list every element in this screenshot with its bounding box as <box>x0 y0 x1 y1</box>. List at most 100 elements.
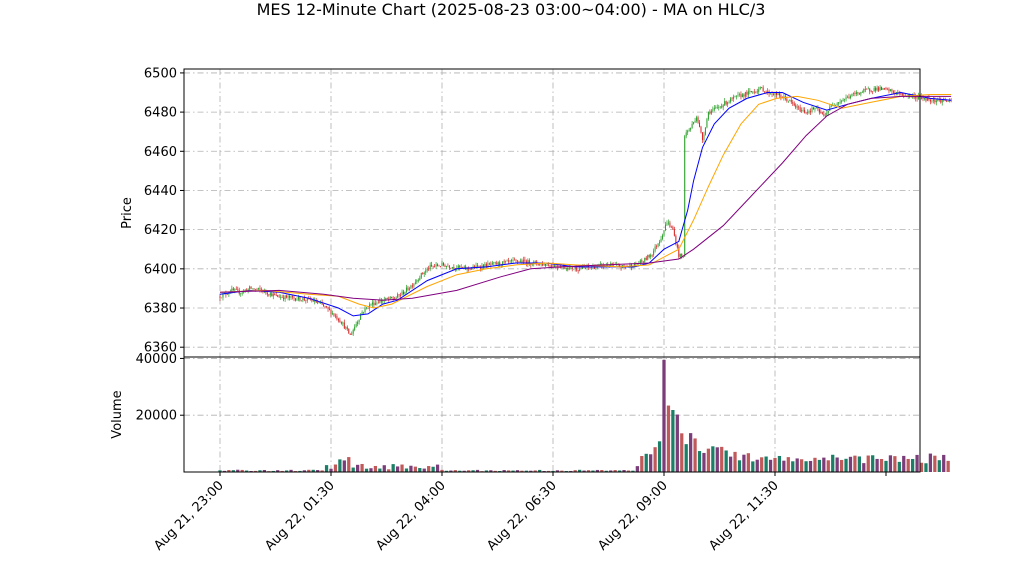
candle-body <box>294 298 296 301</box>
candle-body <box>349 333 351 335</box>
candle-body <box>346 327 348 329</box>
volume-bar <box>613 470 617 472</box>
x-tick-label: Aug 22, 01:30 <box>262 478 338 554</box>
candle-body <box>808 111 810 113</box>
volume-bar <box>600 470 604 472</box>
volume-bar <box>911 458 915 472</box>
volume-bar <box>813 457 817 472</box>
volume-bar <box>897 461 901 472</box>
candle-body <box>882 87 884 90</box>
candle-body <box>445 265 447 267</box>
candle-body <box>355 324 357 327</box>
volume-bar <box>484 470 489 472</box>
candle-body <box>673 229 675 236</box>
candle-body <box>730 98 732 102</box>
volume-bar <box>289 469 293 472</box>
candle-body <box>514 259 516 261</box>
volume-bar <box>400 464 404 472</box>
volume-bar <box>382 465 386 472</box>
candle-body <box>249 286 251 289</box>
volume-bar <box>506 470 511 472</box>
candle-body <box>710 110 712 114</box>
volume-bar <box>702 452 706 472</box>
volume-bar <box>746 453 750 472</box>
volume-bar <box>422 468 426 472</box>
candle-body <box>796 106 798 108</box>
candle-body <box>844 99 846 100</box>
candle-body <box>916 96 918 99</box>
candle-body <box>457 265 459 269</box>
candle-body <box>941 99 943 103</box>
candle-body <box>666 223 668 225</box>
candle-body <box>342 322 344 324</box>
candle-body <box>548 264 550 266</box>
candle-body <box>929 99 931 102</box>
candle-body <box>432 266 434 267</box>
candle-body <box>818 109 820 113</box>
candle-body <box>599 263 601 265</box>
volume-bar <box>240 469 244 472</box>
candle-body <box>231 288 233 293</box>
candle-body <box>370 304 372 306</box>
candle-body <box>842 99 844 102</box>
candle-body <box>559 267 561 269</box>
candle-body <box>777 93 779 96</box>
volume-bar <box>302 470 306 472</box>
candle-body <box>700 126 702 133</box>
candle-body <box>237 289 239 291</box>
candle-body <box>509 260 511 262</box>
candle-body <box>636 263 638 265</box>
volume-bar <box>493 470 497 472</box>
candle-body <box>423 272 425 274</box>
candle-body <box>496 262 498 265</box>
candle-body <box>524 259 526 262</box>
candle-body <box>826 112 828 116</box>
volume-bar <box>595 469 600 472</box>
price-ytick-label: 6380 <box>144 302 177 317</box>
volume-bar <box>551 470 555 472</box>
candle-body <box>558 267 560 269</box>
volume-axis-label: Volume <box>110 390 125 438</box>
candle-body <box>505 261 507 262</box>
candle-body <box>490 263 492 265</box>
volume-bar <box>831 454 835 472</box>
moving-average-line <box>219 94 952 309</box>
candle-body <box>848 96 850 99</box>
candle-body <box>724 101 726 106</box>
volume-bar <box>653 447 657 472</box>
candle-body <box>681 253 683 257</box>
volume-bar <box>453 470 457 472</box>
candle-body <box>593 266 595 269</box>
volume-bar <box>635 466 639 472</box>
candle-body <box>389 296 391 300</box>
candle-body <box>699 122 701 127</box>
candle-body <box>257 288 259 290</box>
candle-body <box>292 296 294 298</box>
volume-bar <box>835 457 839 472</box>
candle-body <box>946 100 948 102</box>
candle-body <box>644 257 646 262</box>
candle-body <box>361 312 363 315</box>
volume-bar <box>467 470 471 472</box>
candle-body <box>802 109 804 111</box>
candle-body <box>441 262 443 267</box>
volume-bar <box>360 463 364 472</box>
volume-bar <box>755 459 759 472</box>
candle-body <box>444 265 446 267</box>
candle-body <box>938 99 940 101</box>
candle-body <box>391 296 393 299</box>
candle-body <box>240 293 242 295</box>
candle-body <box>659 241 661 244</box>
price-ytick-label: 6360 <box>144 341 177 356</box>
candle-body <box>499 262 501 265</box>
x-tick-label: Aug 22, 11:30 <box>706 478 782 554</box>
volume-bar <box>617 470 622 472</box>
candle-body <box>494 262 496 264</box>
price-ytick-label: 6420 <box>144 223 177 238</box>
volume-bar <box>666 405 671 472</box>
candle-body <box>940 99 942 103</box>
volume-bar <box>471 470 475 472</box>
volume-bar <box>249 470 253 472</box>
candle-body <box>331 313 333 315</box>
